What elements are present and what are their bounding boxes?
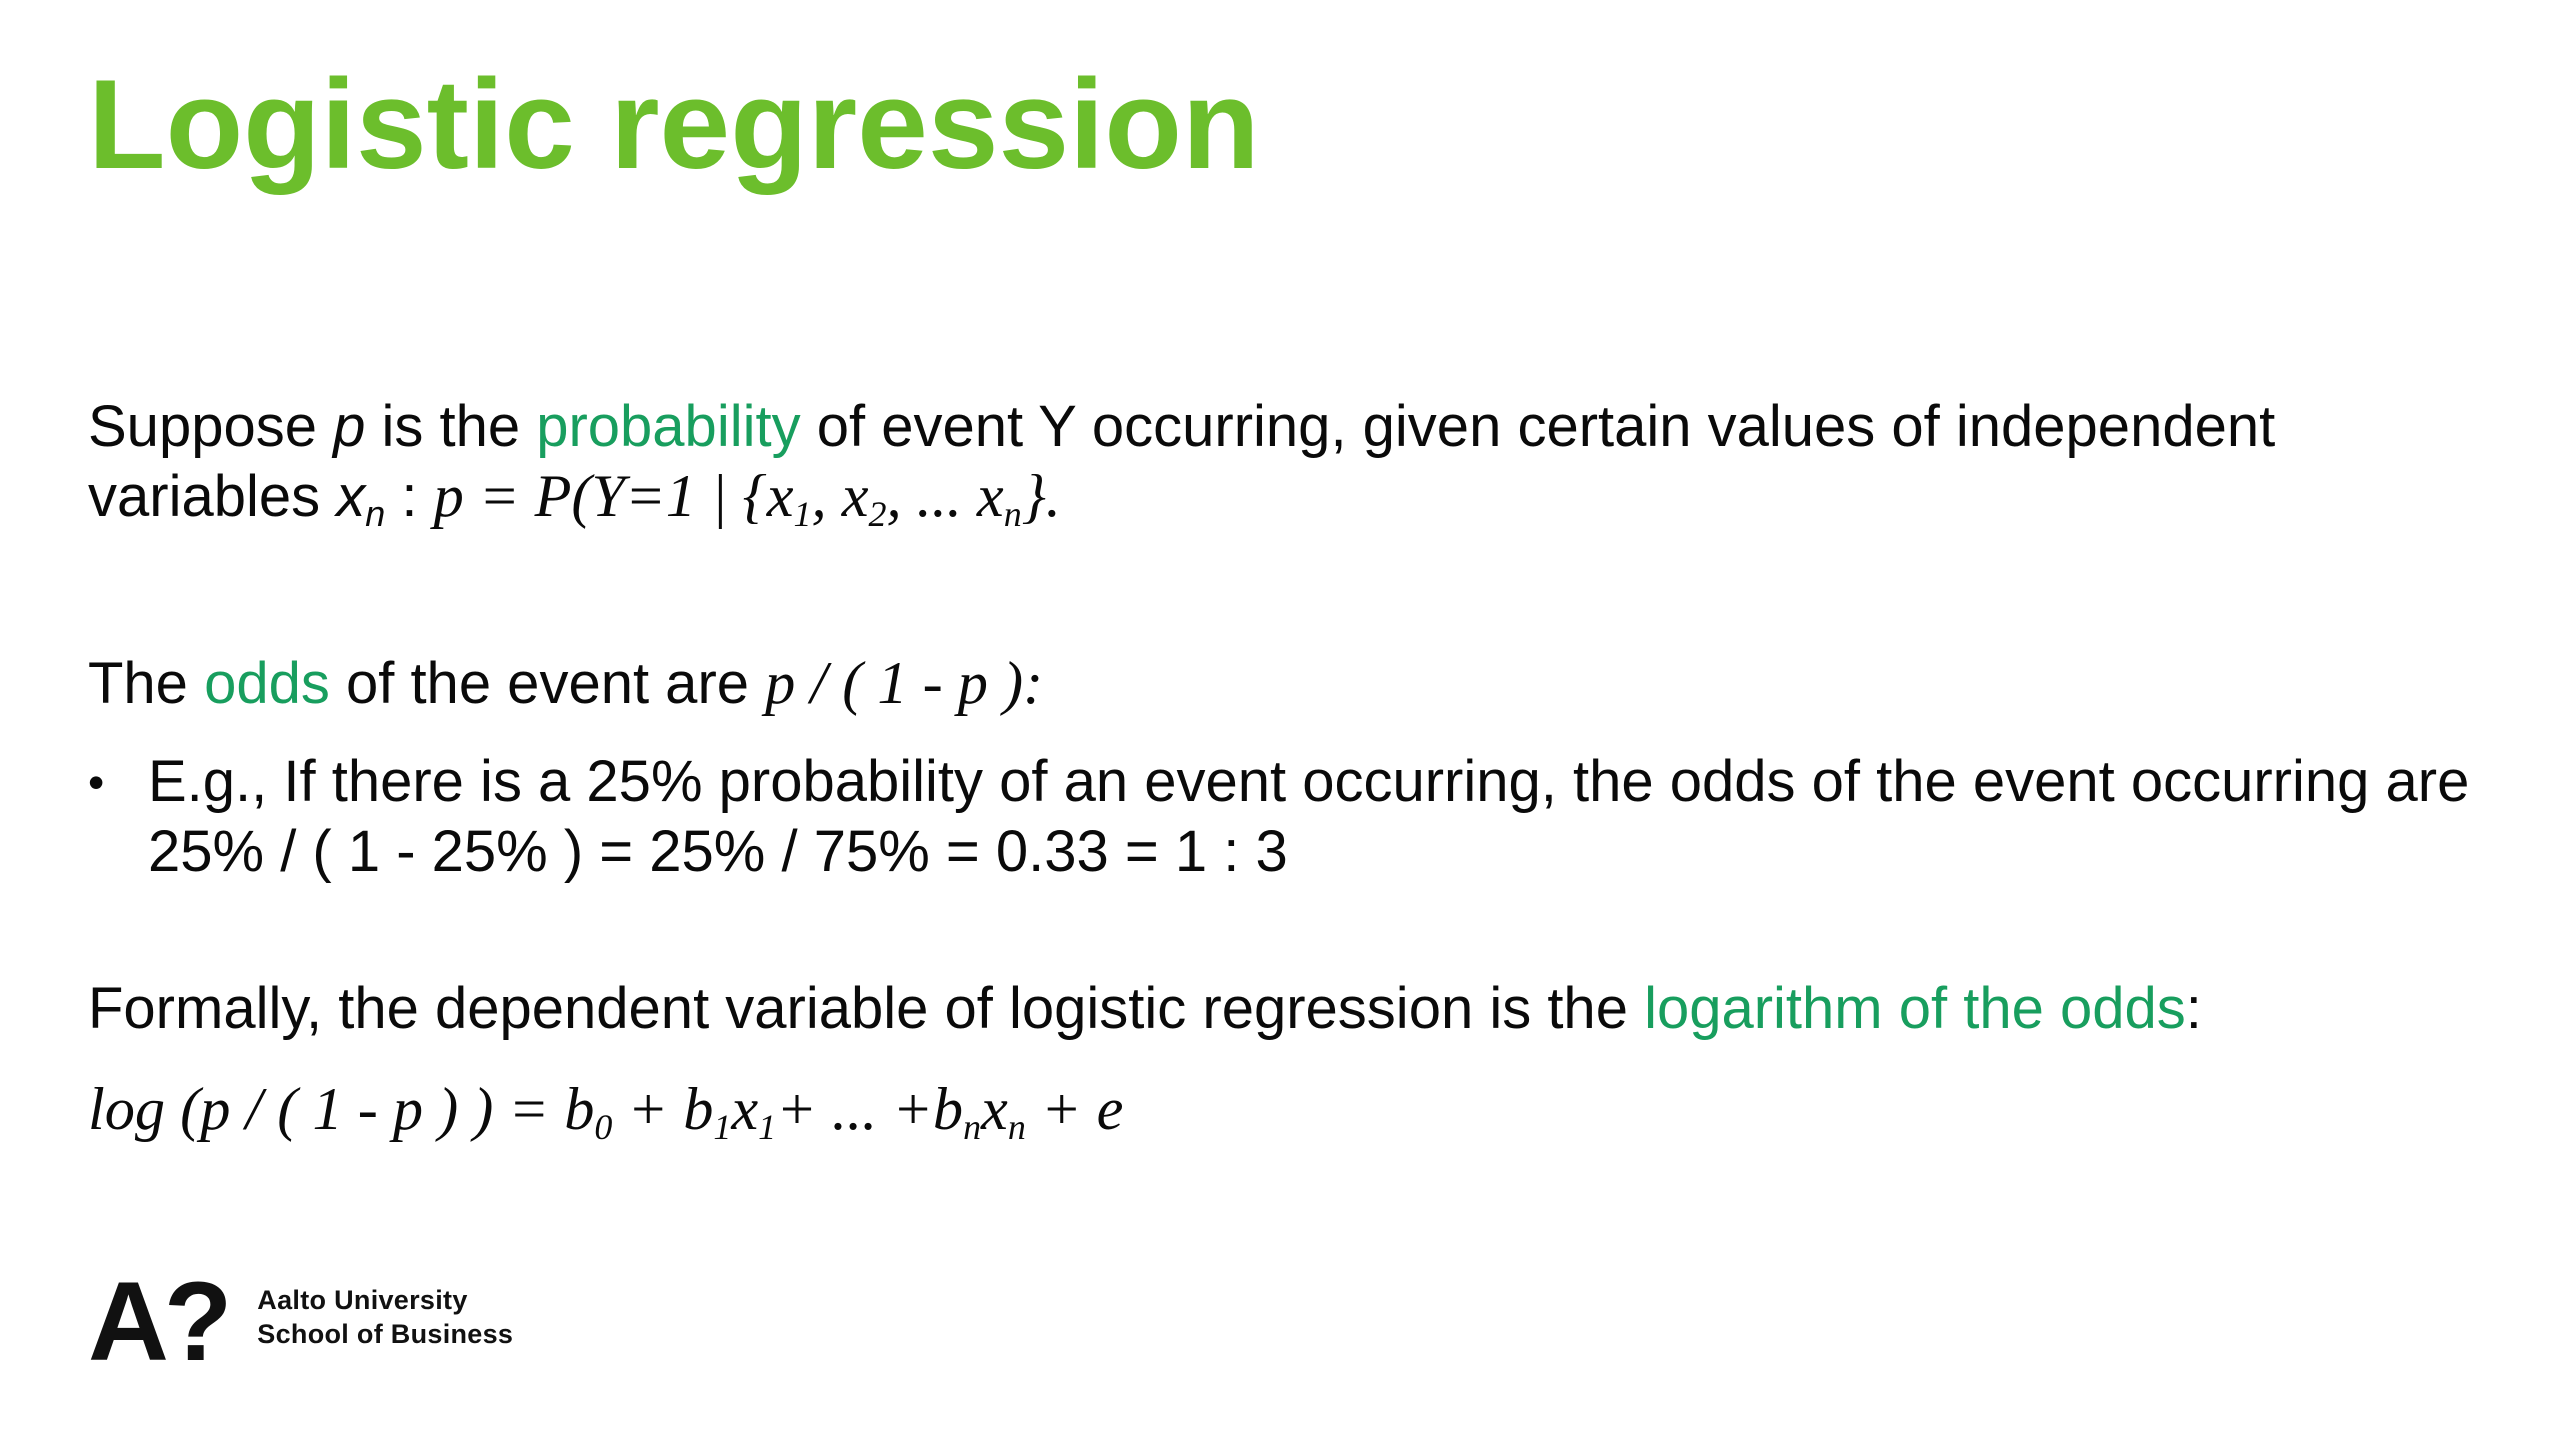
text-segment: + ... +b (776, 1076, 964, 1143)
text-segment: : (2185, 976, 2202, 1041)
text-segment: }. (1021, 463, 1061, 530)
text-segment: + e (1025, 1076, 1124, 1143)
text-line: The odds of the event are p / ( 1 - p ): (88, 649, 1043, 719)
text-segment: , x (811, 463, 869, 530)
text-segment: n (1007, 1107, 1026, 1148)
text-segment: 1 (793, 494, 812, 535)
text-segment: 0 (594, 1107, 613, 1148)
text-segment: 1 (713, 1107, 732, 1148)
text-segment: variables (88, 464, 337, 529)
footer-org-line: Aalto University (257, 1285, 468, 1315)
text-segment: x (981, 1076, 1008, 1143)
text-line: log (p / ( 1 - p ) ) = b0 + b1x1+ ... +b… (88, 1075, 1123, 1145)
text-segment: + b (612, 1076, 714, 1143)
text-segment: 1 (758, 1107, 777, 1148)
formal-paragraph: Formally, the dependent variable of logi… (88, 974, 2202, 1044)
odds-paragraph: The odds of the event are p / ( 1 - p ): (88, 649, 1043, 719)
text-segment: x (336, 464, 366, 529)
text-segment: n (365, 493, 386, 535)
text-segment: log (p / ( 1 - p ) ) = b (88, 1076, 595, 1143)
text-segment: p / ( 1 - p ): (765, 650, 1044, 717)
text-segment: p (333, 394, 366, 459)
footer-unit-line: School of Business (257, 1319, 514, 1349)
text-segment: is the (365, 394, 537, 459)
text-segment: logarithm of the odds (1644, 976, 2186, 1041)
slide-title: Logistic regression (88, 53, 1260, 195)
text-line: Suppose p is the probability of event Y … (88, 392, 2275, 462)
bullet-icon: • (88, 756, 105, 808)
text-segment: n (963, 1107, 982, 1148)
text-segment: , ... x (886, 463, 1004, 530)
footer-logo-text: Aalto University School of Business (257, 1283, 513, 1351)
intro-paragraph: Suppose p is the probability of event Y … (88, 392, 2275, 532)
text-line: E.g., If there is a 25% probability of a… (148, 747, 2469, 817)
text-segment: The (88, 651, 205, 716)
text-segment: Formally, the dependent variable of logi… (88, 976, 1645, 1041)
text-segment: n (1003, 494, 1022, 535)
text-line: Formally, the dependent variable of logi… (88, 974, 2202, 1044)
text-segment: x (731, 1076, 759, 1143)
formula-line: log (p / ( 1 - p ) ) = b0 + b1x1+ ... +b… (88, 1075, 1123, 1145)
text-line: variables xn : p = P(Y=1 | {x1, x2, ... … (88, 462, 2275, 532)
example-bullet-item: • E.g., If there is a 25% probability of… (88, 747, 2469, 887)
text-segment: of event Y occurring, given certain valu… (800, 394, 2276, 459)
text-segment: of the event are (329, 651, 766, 716)
text-segment: probability (536, 394, 801, 459)
text-segment: 25% / ( 1 - 25% ) = 25% / 75% = 0.33 = 1… (148, 819, 1288, 884)
example-bullet-text: E.g., If there is a 25% probability of a… (148, 747, 2469, 887)
text-segment: : (385, 464, 434, 529)
text-segment: 2 (868, 494, 887, 535)
text-segment: odds (204, 651, 330, 716)
text-segment: Suppose (88, 394, 334, 459)
text-segment: E.g., If there is a 25% probability of a… (148, 749, 2470, 814)
aalto-logo-mark: A? (88, 1259, 232, 1384)
text-line: 25% / ( 1 - 25% ) = 25% / 75% = 0.33 = 1… (148, 817, 2469, 887)
text-segment: p = P(Y=1 | {x (433, 463, 794, 530)
footer-logo: A? Aalto University School of Business (88, 1259, 513, 1384)
